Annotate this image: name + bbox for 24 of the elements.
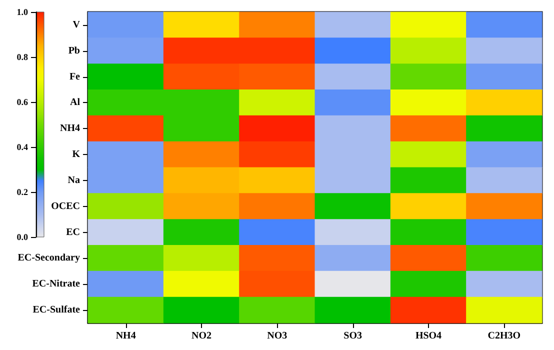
color-bar-label: 0.2 [16,187,28,197]
y-tick-label: Pb [68,45,80,56]
y-tick-label: Al [70,97,80,108]
y-tick-label: EC-Sulfate [32,304,81,316]
y-tick-label: Fe [69,71,81,82]
x-tick-label: NO3 [267,330,288,342]
y-tick-label: NH4 [60,123,80,134]
y-tick-label: EC-Secondary [18,252,80,264]
y-tick-label: V [72,19,81,30]
color-bar-label: 0.8 [16,52,28,62]
y-tick-label: K [72,149,80,160]
x-tick-label: NH4 [116,330,136,342]
y-tick-label: EC-Nitrate [32,278,81,290]
y-tick-label: EC [66,226,80,238]
x-tick-label: HSO4 [415,330,442,342]
y-tick-label: Na [68,174,80,186]
color-bar-label: 0.6 [16,97,28,107]
y-tick-label: OCEC [51,200,80,212]
x-tick-label: C2H3O [488,330,521,342]
color-bar-label: 0.0 [16,232,28,242]
x-tick-label: NO2 [192,330,212,342]
color-bar-label: 0.4 [16,142,28,152]
color-bar-label: 1.0 [16,7,28,17]
x-tick-label: SO3 [344,330,362,342]
